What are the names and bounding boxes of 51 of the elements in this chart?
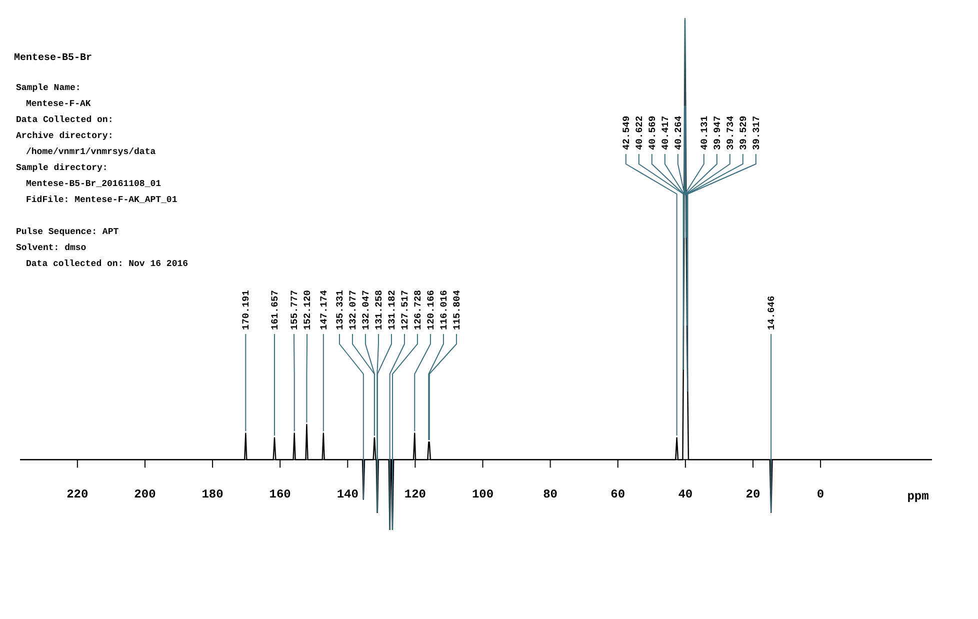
annotation: 132.047 [360, 290, 372, 330]
x-tick-label: 180 [202, 488, 224, 502]
x-tick-label: 200 [134, 488, 156, 502]
annotation: Solvent: dmso [16, 243, 86, 253]
annotation: 131.182 [386, 290, 398, 330]
x-axis-title: ppm [907, 490, 929, 504]
x-tick-label: 20 [746, 488, 760, 502]
annotation: Data Collected on: [16, 115, 114, 125]
annotation: 40.417 [660, 115, 671, 150]
annotation: 170.191 [240, 290, 252, 330]
annotation: 152.120 [302, 290, 314, 330]
annotation: Archive directory: [16, 131, 114, 141]
annotation: 39.529 [738, 115, 749, 150]
annotation: 115.804 [451, 290, 462, 330]
annotation: Pulse Sequence: APT [16, 227, 120, 237]
annotation: 127.517 [399, 290, 410, 330]
annotation: 14.646 [766, 295, 778, 330]
x-tick-label: 60 [610, 488, 626, 502]
annotation: 39.317 [750, 115, 762, 150]
annotation: 147.174 [318, 290, 330, 330]
annotation: 120.166 [425, 290, 436, 330]
annotation: 116.016 [438, 290, 450, 330]
x-tick-label: 160 [269, 488, 291, 502]
annotation: 132.077 [347, 290, 358, 330]
annotation: 39.734 [724, 115, 736, 150]
x-tick-label: 140 [336, 488, 358, 502]
annotation: 126.728 [412, 290, 424, 330]
annotation: Mentese-F-AK [26, 99, 92, 109]
x-tick-label: 120 [404, 488, 426, 502]
x-tick-label: 40 [678, 488, 693, 502]
x-tick-label: 220 [66, 488, 88, 502]
annotation: Sample directory: [16, 163, 108, 173]
annotation: FidFile: Mentese-F-AK_APT_01 [26, 195, 178, 205]
annotation: 40.131 [698, 115, 710, 150]
annotation: 42.549 [620, 115, 632, 150]
x-tick-label: 100 [472, 488, 494, 502]
annotation: 40.264 [672, 115, 684, 150]
annotation: 161.657 [269, 290, 280, 330]
annotation: /home/vnmr1/vnmrsys/data [26, 147, 156, 157]
annotation: 135.331 [334, 290, 346, 330]
annotation: 40.622 [634, 115, 645, 150]
x-tick-label: 0 [816, 488, 824, 502]
annotation: 40.569 [646, 115, 658, 150]
x-tick-label: 80 [543, 488, 558, 502]
annotation: 39.947 [712, 115, 723, 150]
annotation: Mentese-B5-Br_20161108_01 [26, 179, 162, 189]
annotation: 131.258 [373, 290, 384, 330]
annotation: Data collected on: Nov 16 2016 [26, 259, 188, 269]
text: Mentese-B5-Br [14, 53, 92, 64]
annotation: 155.777 [289, 290, 300, 330]
annotation: Sample Name: [16, 83, 81, 93]
